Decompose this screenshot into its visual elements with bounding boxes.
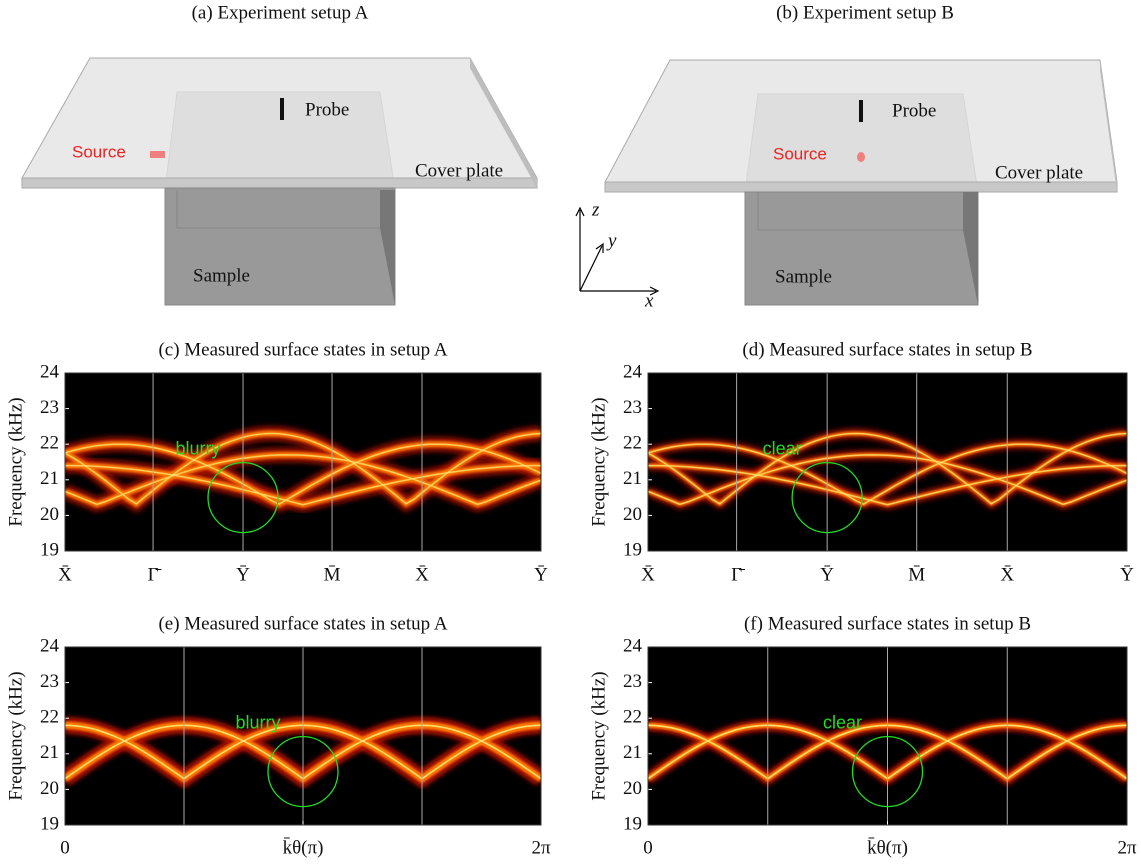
- chart-title: (e) Measured surface states in setup A: [158, 613, 447, 634]
- y-tick-label: 23: [40, 671, 59, 692]
- y-tick-label: 24: [623, 635, 643, 656]
- x-tick-label: 2π: [1117, 837, 1137, 858]
- chart-title: (d) Measured surface states in setup B: [742, 339, 1032, 360]
- y-tick-label: 24: [40, 361, 60, 382]
- x-tick-label: X̄: [641, 564, 655, 585]
- y-tick-label: 21: [40, 742, 59, 763]
- x-tick-label: Ȳ: [534, 564, 548, 585]
- x-tick-label: X̄: [415, 564, 429, 585]
- y-tick-label: 19: [623, 813, 642, 834]
- y-tick-label: 20: [623, 778, 642, 799]
- y-tick-label: 24: [623, 361, 643, 382]
- axes-triad: [576, 208, 658, 295]
- label: Sample: [775, 266, 832, 287]
- y-tick-label: 23: [623, 671, 642, 692]
- annotation: clear: [823, 712, 862, 732]
- x-tick-label: Ȳ: [820, 564, 834, 585]
- y-axis-label: Frequency (kHz): [588, 397, 609, 526]
- label: Source: [72, 142, 126, 161]
- x-tick-label: Ȳ: [1120, 564, 1134, 585]
- y-tick-label: 19: [40, 539, 59, 560]
- panel-title: (a) Experiment setup A: [192, 2, 369, 23]
- axis-letter: z: [591, 199, 600, 220]
- label: Source: [773, 144, 827, 163]
- label: Sample: [193, 265, 250, 286]
- y-tick-label: 21: [40, 468, 59, 489]
- y-axis-label: Frequency (kHz): [5, 671, 26, 800]
- y-tick-label: 19: [40, 813, 59, 834]
- y-tick-label: 21: [623, 468, 642, 489]
- sample-front: [745, 192, 978, 305]
- x-tick-label: k̄θ(π): [867, 837, 908, 858]
- x-tick-label: 2π: [531, 837, 551, 858]
- source: [150, 151, 165, 158]
- x-tick-label: Γ̄: [148, 564, 162, 585]
- y-axis-label: Frequency (kHz): [588, 671, 609, 800]
- setup-b: (b) Experiment setup B Probe Source Cove…: [605, 2, 1117, 305]
- x-tick-label: k̄θ(π): [283, 837, 324, 858]
- plate-edge: [605, 182, 1117, 192]
- y-tick-label: 22: [40, 433, 59, 454]
- annotation: blurry: [176, 438, 221, 458]
- y-tick-label: 21: [623, 742, 642, 763]
- heatmap: [65, 373, 541, 551]
- y-tick-label: 19: [623, 539, 642, 560]
- probe: [859, 100, 863, 122]
- x-tick-label: Ȳ: [236, 564, 250, 585]
- label: Cover plate: [995, 162, 1083, 183]
- y-tick-label: 20: [40, 778, 59, 799]
- label: Probe: [892, 100, 936, 121]
- x-tick-label: X̄: [1000, 564, 1014, 585]
- x-tick-label: M̄: [908, 564, 925, 585]
- x-tick-label: Γ̄: [731, 564, 745, 585]
- y-tick-label: 20: [40, 504, 59, 525]
- y-tick-label: 23: [40, 397, 59, 418]
- figure: (a) Experiment setup A Probe Source Cove…: [0, 0, 1141, 867]
- y-tick-label: 20: [623, 504, 642, 525]
- source: [857, 152, 865, 162]
- x-tick-label: 0: [643, 837, 653, 858]
- x-tick-label: M̄: [324, 564, 341, 585]
- annotation: blurry: [235, 712, 280, 732]
- panel-title: (b) Experiment setup B: [776, 2, 954, 23]
- setup-a: (a) Experiment setup A Probe Source Cove…: [22, 2, 537, 305]
- sample-front: [165, 188, 395, 305]
- heatmap: [648, 373, 1127, 551]
- probe: [280, 98, 284, 120]
- y-tick-label: 23: [623, 397, 642, 418]
- x-tick-label: 0: [60, 837, 70, 858]
- chart-title: (f) Measured surface states in setup B: [744, 613, 1031, 634]
- axis-letter: x: [644, 290, 654, 311]
- y-tick-label: 24: [40, 635, 60, 656]
- axis-letter: y: [606, 230, 617, 251]
- y-tick-label: 22: [623, 433, 642, 454]
- y-axis-label: Frequency (kHz): [5, 397, 26, 526]
- y-tick-label: 22: [623, 707, 642, 728]
- y-tick-label: 22: [40, 707, 59, 728]
- chart-title: (c) Measured surface states in setup A: [158, 339, 447, 360]
- x-tick-label: X̄: [58, 564, 72, 585]
- label: Probe: [305, 99, 349, 120]
- annotation: clear: [763, 438, 802, 458]
- label: Cover plate: [415, 160, 503, 181]
